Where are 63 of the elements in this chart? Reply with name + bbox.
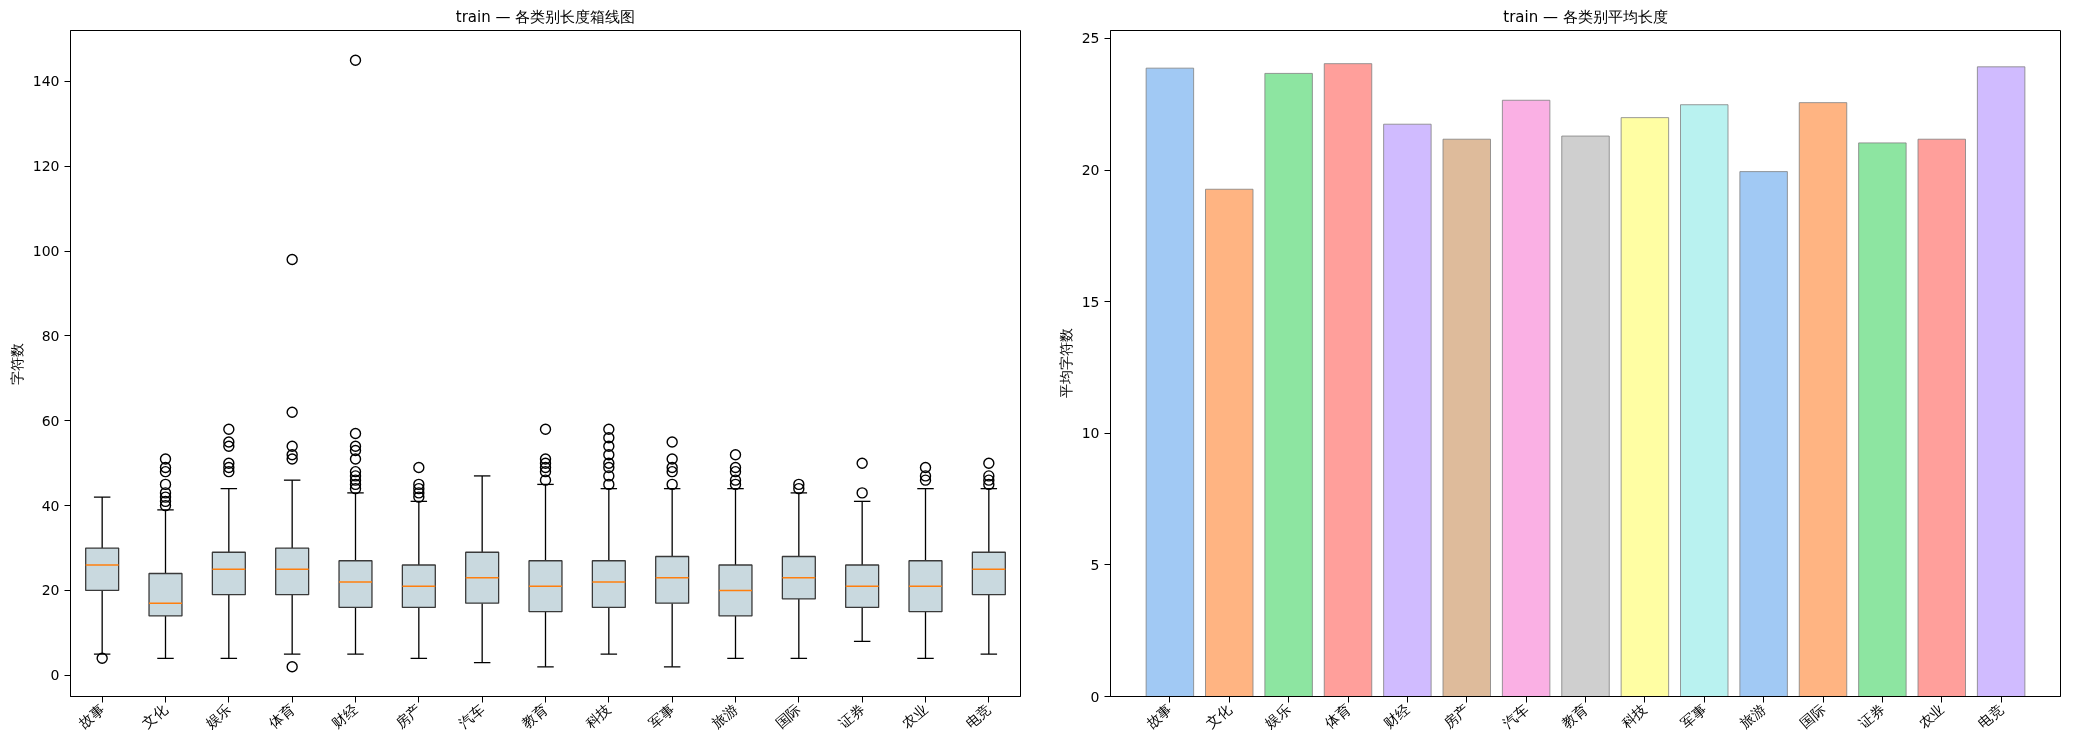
bar [1680,104,1729,697]
bar [1917,138,1966,697]
bar [1442,138,1491,697]
bar [1145,67,1195,697]
x-tick-label: 房产 [392,701,424,732]
y-tick-label: 25 [1081,30,1100,47]
bar [1383,123,1432,697]
bar [1976,66,2026,697]
bar [1798,102,1848,697]
x-tick-label: 证券 [1855,701,1888,732]
x-tick-label: 文化 [138,701,171,732]
x-tick-label: 娱乐 [1262,701,1294,732]
y-tick-label: 0 [1090,688,1100,705]
x-tick-label: 电竞 [962,701,994,732]
x-tick-label: 证券 [835,701,868,732]
x-tick-label: 体育 [265,701,298,732]
x-tick-label: 旅游 [708,701,741,732]
x-tick-label: 军事 [1677,701,1710,732]
x-tick-label: 娱乐 [202,701,234,732]
y-tick-label: 60 [41,412,60,429]
x-tick-label: 国际 [1796,701,1829,732]
y-tick-label: 20 [1081,162,1100,179]
y-tick-label: 80 [41,327,60,344]
x-tick-label: 电竞 [1974,701,2007,732]
y-axis-title: 平均字符数 [1057,328,1074,399]
x-tick-label: 军事 [645,701,678,732]
x-tick-label: 房产 [1440,701,1472,732]
x-tick-label: 汽车 [455,701,488,732]
y-tick-label: 40 [41,497,60,514]
x-tick-label: 故事 [75,701,108,732]
bar [1501,99,1551,697]
x-tick-label: 旅游 [1737,701,1769,732]
y-tick-label: 15 [1081,293,1100,310]
bar [1205,188,1254,697]
y-tick-label: 100 [32,243,60,260]
x-tick-label: 科技 [582,701,614,732]
x-tick-label: 农业 [898,701,931,732]
x-tick-label: 故事 [1143,701,1176,732]
bar [1858,142,1907,697]
x-tick-label: 财经 [1380,701,1413,732]
x-tick-label: 教育 [518,701,551,732]
y-tick-label: 20 [41,582,60,599]
chart-title: train — 各类别平均长度 [1503,7,1668,26]
bar [1264,73,1313,697]
x-tick-label: 体育 [1321,701,1354,732]
x-tick-label: 科技 [1618,701,1651,732]
y-tick-label: 10 [1081,425,1100,442]
y-tick-label: 140 [32,73,60,90]
bar [1620,117,1670,697]
bar [1739,171,1788,697]
x-tick-label: 文化 [1202,701,1235,732]
x-tick-label: 农业 [1915,701,1947,732]
x-tick-label: 国际 [772,701,804,732]
x-tick-label: 教育 [1558,701,1591,732]
y-axis-title: 字符数 [8,342,25,385]
bar [1561,135,1610,697]
y-tick-label: 0 [50,667,60,684]
chart-title: train — 各类别长度箱线图 [455,7,636,26]
x-tick-label: 汽车 [1499,701,1532,732]
bar [1323,63,1373,697]
y-tick-label: 120 [32,158,60,175]
x-tick-label: 财经 [328,701,361,732]
y-tick-label: 5 [1090,556,1100,573]
